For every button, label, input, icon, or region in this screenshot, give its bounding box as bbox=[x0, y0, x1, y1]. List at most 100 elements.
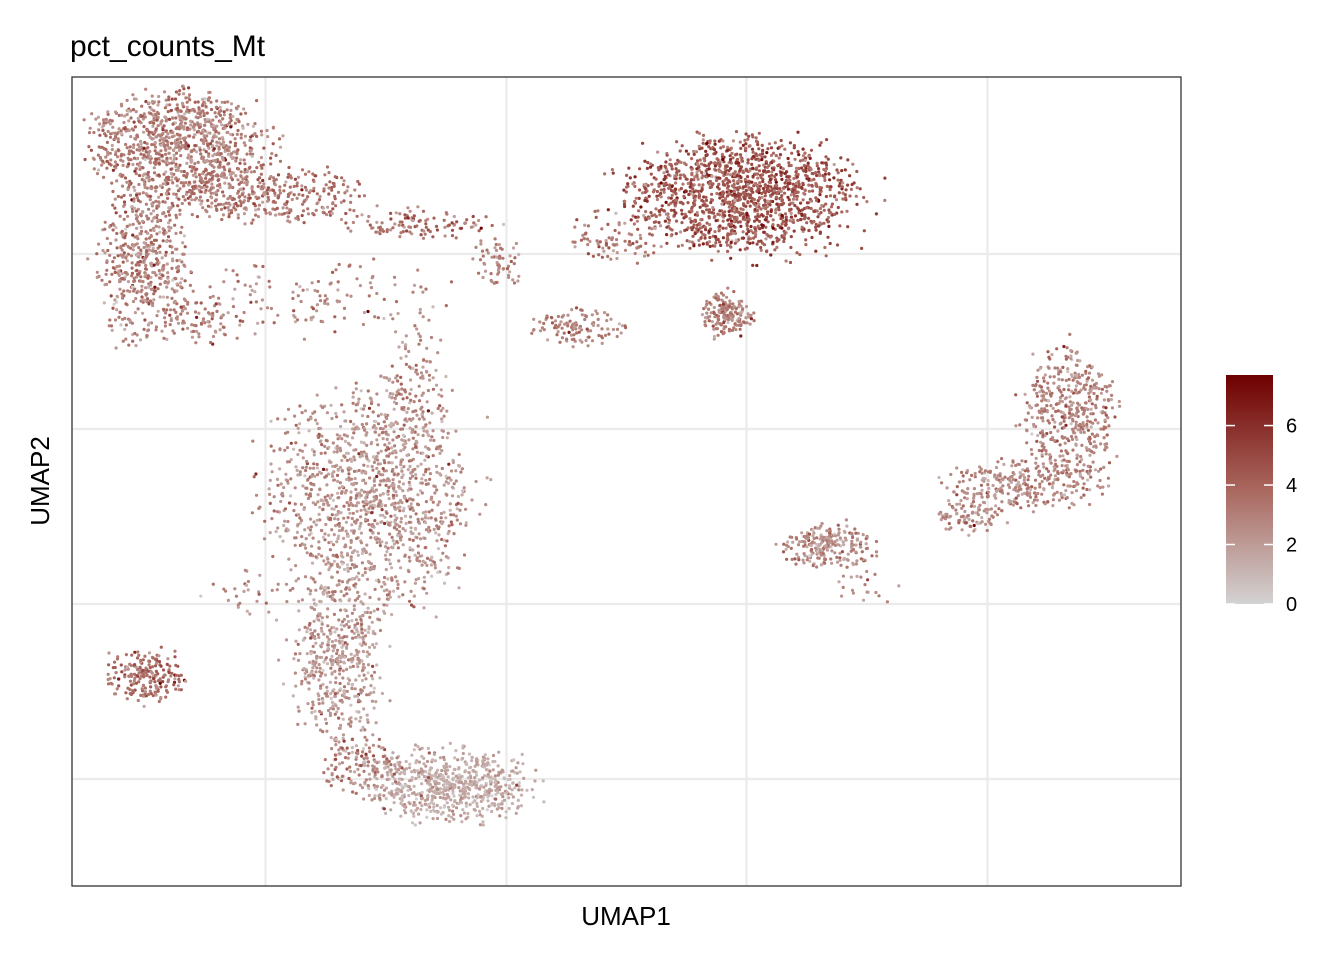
scatter-point bbox=[393, 513, 397, 518]
scatter-point bbox=[322, 650, 326, 654]
scatter-point bbox=[122, 251, 126, 255]
scatter-point bbox=[339, 599, 343, 603]
scatter-point bbox=[136, 674, 140, 678]
scatter-point bbox=[341, 788, 345, 792]
scatter-point bbox=[293, 671, 297, 675]
scatter-point bbox=[183, 307, 187, 311]
scatter-point bbox=[516, 279, 520, 283]
scatter-point bbox=[227, 169, 232, 173]
scatter-point bbox=[410, 430, 414, 435]
scatter-point bbox=[209, 340, 213, 345]
scatter-point bbox=[134, 172, 138, 176]
scatter-point bbox=[325, 685, 329, 689]
scatter-point bbox=[312, 179, 316, 184]
scatter-point bbox=[448, 508, 452, 512]
scatter-point bbox=[391, 226, 395, 230]
scatter-point bbox=[167, 178, 171, 182]
scatter-point bbox=[356, 553, 360, 557]
scatter-point bbox=[163, 324, 167, 328]
scatter-point bbox=[218, 185, 222, 190]
scatter-point bbox=[417, 342, 421, 346]
scatter-point bbox=[400, 795, 404, 799]
scatter-point bbox=[478, 258, 483, 262]
scatter-point bbox=[325, 615, 329, 619]
scatter-point bbox=[254, 300, 258, 304]
scatter-point bbox=[466, 792, 470, 796]
scatter-point bbox=[331, 777, 335, 782]
scatter-point bbox=[416, 551, 421, 555]
scatter-point bbox=[349, 558, 353, 562]
scatter-point bbox=[194, 175, 198, 179]
scatter-point bbox=[96, 115, 100, 119]
scatter-point bbox=[287, 557, 291, 561]
scatter-point bbox=[222, 173, 226, 177]
scatter-point bbox=[167, 229, 171, 233]
scatter-point bbox=[233, 137, 237, 141]
scatter-point bbox=[313, 709, 317, 713]
scatter-point bbox=[507, 806, 511, 811]
scatter-point bbox=[146, 243, 150, 248]
scatter-point bbox=[236, 128, 240, 133]
scatter-point bbox=[497, 243, 501, 247]
scatter-point bbox=[268, 492, 272, 496]
scatter-point bbox=[456, 494, 460, 499]
scatter-point bbox=[354, 618, 358, 622]
scatter-point bbox=[211, 311, 215, 315]
scatter-point bbox=[447, 814, 451, 818]
scatter-point bbox=[257, 203, 261, 207]
scatter-point bbox=[269, 175, 273, 179]
scatter-point bbox=[339, 723, 343, 727]
scatter-point bbox=[403, 554, 407, 558]
scatter-point bbox=[497, 750, 501, 754]
scatter-point bbox=[104, 134, 108, 138]
scatter-point bbox=[126, 244, 130, 248]
scatter-point bbox=[395, 516, 399, 520]
scatter-point bbox=[315, 462, 319, 466]
scatter-point bbox=[309, 632, 313, 636]
scatter-point bbox=[169, 156, 173, 160]
scatter-point bbox=[488, 779, 492, 784]
scatter-point bbox=[434, 615, 438, 619]
scatter-point bbox=[369, 442, 373, 446]
scatter-point bbox=[485, 415, 489, 419]
scatter-point bbox=[337, 524, 342, 528]
scatter-point bbox=[244, 206, 248, 210]
scatter-point bbox=[333, 517, 337, 521]
scatter-point bbox=[489, 782, 493, 786]
scatter-point bbox=[450, 228, 455, 232]
scatter-point bbox=[152, 292, 156, 296]
scatter-point bbox=[394, 330, 398, 334]
scatter-point bbox=[362, 490, 366, 494]
scatter-point bbox=[250, 221, 254, 225]
scatter-point bbox=[154, 189, 158, 193]
scatter-point bbox=[324, 656, 328, 660]
scatter-point bbox=[318, 440, 322, 444]
scatter-point bbox=[100, 145, 104, 149]
scatter-point bbox=[338, 636, 342, 640]
scatter-point bbox=[156, 309, 160, 313]
scatter-point bbox=[416, 464, 420, 468]
scatter-point bbox=[104, 147, 108, 151]
scatter-point bbox=[337, 639, 341, 644]
scatter-point bbox=[253, 332, 257, 336]
scatter-point bbox=[360, 471, 364, 475]
scatter-point bbox=[420, 554, 424, 558]
scatter-point bbox=[124, 227, 128, 231]
scatter-point bbox=[113, 270, 117, 274]
scatter-point bbox=[382, 788, 387, 792]
scatter-point bbox=[252, 202, 256, 206]
scatter-point bbox=[254, 208, 258, 212]
scatter-point bbox=[178, 258, 182, 262]
scatter-point bbox=[314, 641, 318, 645]
scatter-point bbox=[185, 161, 189, 165]
scatter-point bbox=[270, 470, 274, 474]
scatter-point bbox=[300, 682, 304, 686]
scatter-point bbox=[498, 256, 502, 260]
scatter-point bbox=[489, 803, 493, 807]
scatter-point bbox=[440, 419, 444, 424]
scatter-point bbox=[426, 433, 430, 437]
scatter-point bbox=[202, 112, 206, 116]
scatter-point bbox=[359, 618, 363, 622]
scatter-point bbox=[427, 751, 431, 755]
scatter-point bbox=[309, 671, 313, 675]
